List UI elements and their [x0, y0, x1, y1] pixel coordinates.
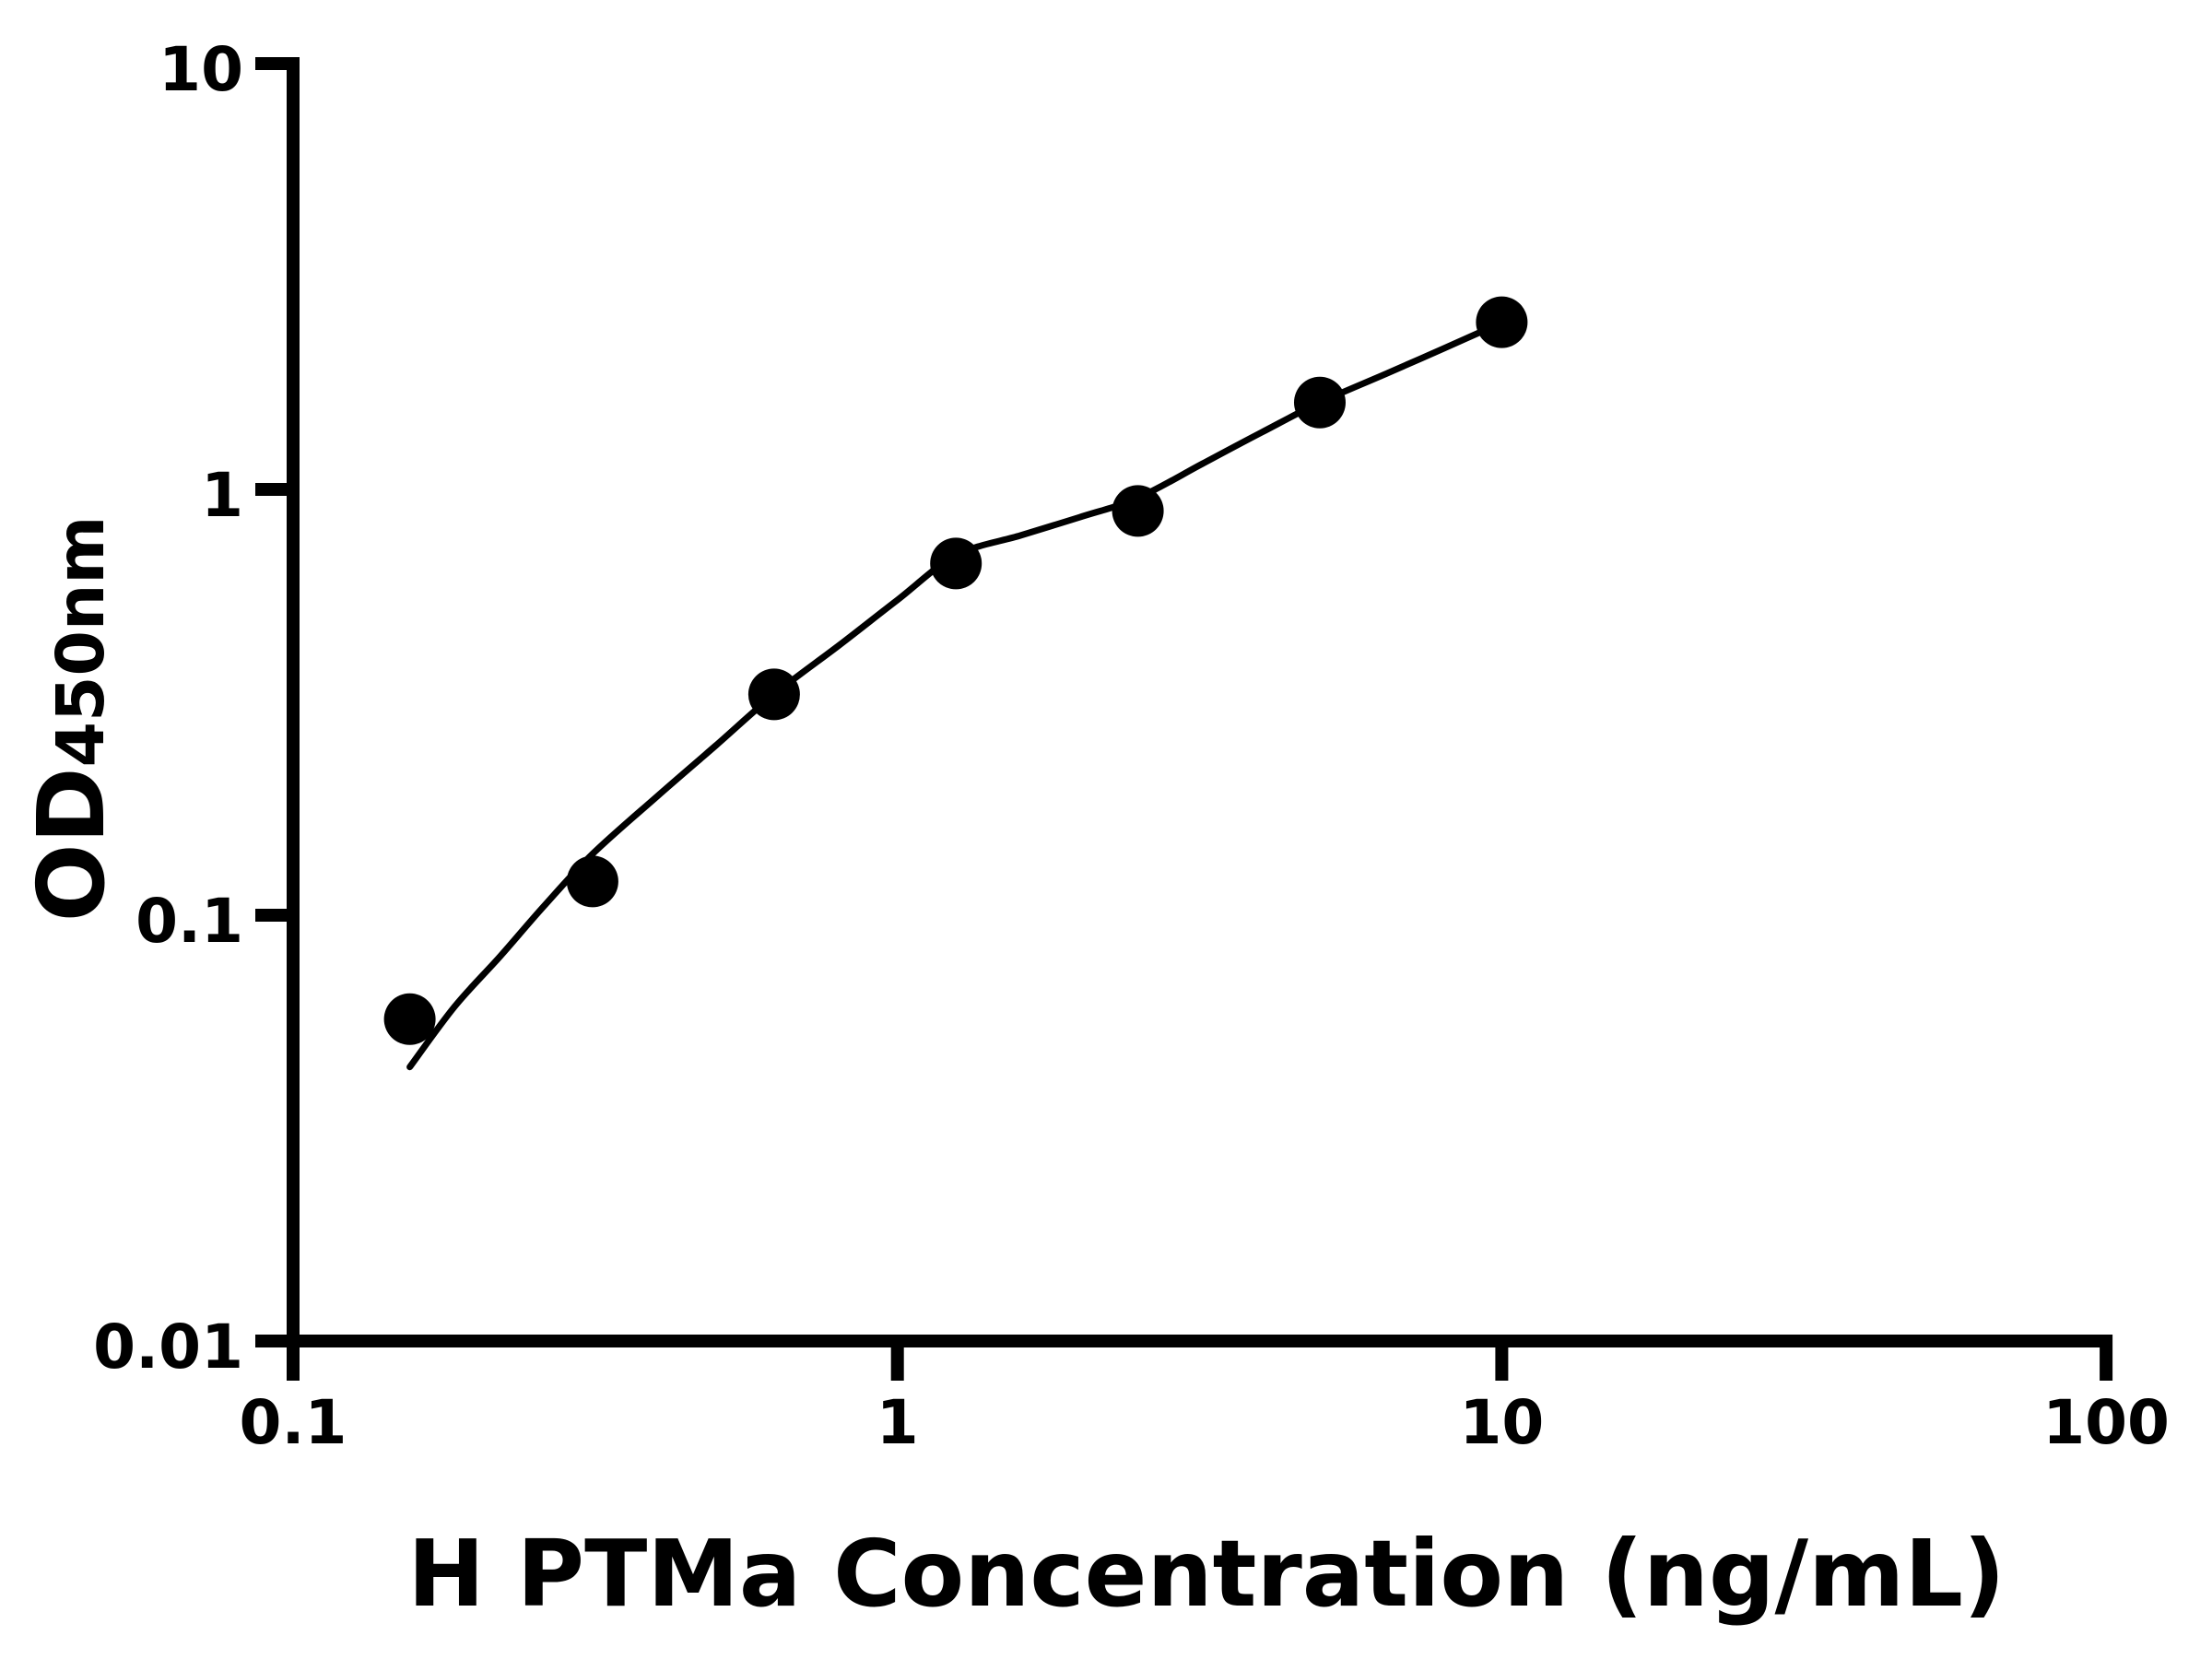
y-tick-label: 1	[201, 460, 243, 531]
y-axis-title: OD450nm	[18, 516, 125, 923]
fit-curve	[406, 319, 1505, 1071]
x-tick-label: 1	[876, 1387, 919, 1458]
axes	[255, 57, 2113, 1381]
data-points	[383, 296, 1528, 1045]
data-point	[566, 855, 618, 908]
y-axis-title-subscript: 450nm	[42, 515, 119, 768]
data-point	[1112, 485, 1164, 537]
y-tick-label: 0.01	[93, 1312, 243, 1382]
y-axis-title-main: OD	[18, 767, 125, 923]
x-tick-label: 0.1	[239, 1387, 347, 1458]
x-axis-title: H PTMa Concentration (ng/mL)	[407, 1520, 2006, 1628]
data-point	[383, 993, 436, 1045]
data-point	[930, 537, 982, 590]
data-point	[1476, 296, 1528, 348]
x-tick-label: 10	[1459, 1387, 1545, 1458]
y-tick-label: 10	[159, 34, 243, 105]
data-point	[1294, 376, 1346, 429]
data-point	[747, 668, 800, 721]
y-tick-label: 0.1	[135, 886, 243, 957]
fit-curve-path	[406, 319, 1505, 1071]
x-tick-label: 100	[2042, 1387, 2170, 1458]
